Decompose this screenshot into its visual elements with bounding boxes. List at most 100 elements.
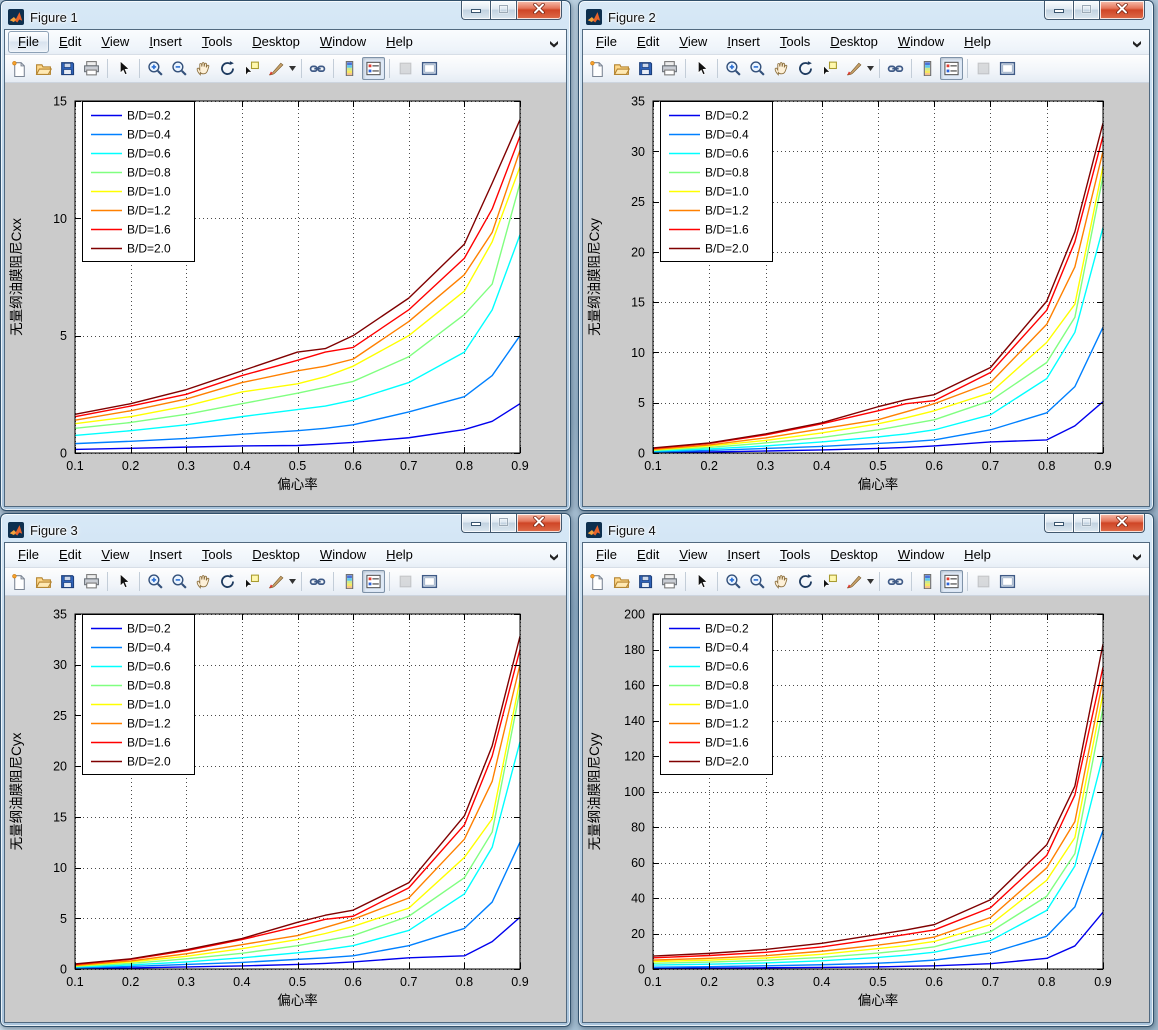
series-line-3[interactable]: [652, 176, 1104, 452]
menu-insert[interactable]: Insert: [727, 547, 760, 562]
legend[interactable]: B/D=0.2 B/D=0.4 B/D=0.6 B/D=0.8 B/D=1.0 B/D=1…: [660, 101, 773, 262]
zoom-out-button[interactable]: [168, 570, 191, 593]
save-figure-button[interactable]: [634, 570, 657, 593]
series-line-1[interactable]: [74, 841, 521, 969]
open-file-button[interactable]: [32, 57, 55, 80]
series-line-1[interactable]: [652, 830, 1104, 968]
series-line-7[interactable]: [652, 644, 1104, 957]
brush-data-button[interactable]: [842, 570, 865, 593]
menu-tools[interactable]: Tools: [201, 34, 233, 49]
show-plot-tools-button[interactable]: [996, 570, 1019, 593]
series-line-7[interactable]: [74, 119, 521, 415]
rotate-3d-button[interactable]: [794, 570, 817, 593]
new-figure-button[interactable]: [586, 570, 609, 593]
open-file-button[interactable]: [32, 570, 55, 593]
menu-window[interactable]: Window: [319, 34, 367, 49]
edit-plot-pointer-button[interactable]: [112, 57, 135, 80]
menu-view[interactable]: View: [101, 34, 130, 49]
titlebar[interactable]: Figure 3: [4, 514, 567, 542]
series-line-2[interactable]: [74, 234, 521, 437]
series-line-1[interactable]: [652, 326, 1104, 453]
menu-tools[interactable]: Tools: [201, 547, 233, 562]
minimize-button[interactable]: [1044, 514, 1073, 533]
data-cursor-button[interactable]: [240, 57, 263, 80]
titlebar[interactable]: Figure 2: [582, 1, 1150, 29]
new-figure-button[interactable]: [586, 57, 609, 80]
series-line-4[interactable]: [652, 166, 1104, 451]
insert-colorbar-button[interactable]: [916, 57, 939, 80]
print-figure-button[interactable]: [658, 57, 681, 80]
minimize-button[interactable]: [461, 1, 490, 20]
maximize-button[interactable]: [490, 1, 517, 20]
link-plot-button[interactable]: [306, 57, 329, 80]
zoom-out-button[interactable]: [746, 57, 769, 80]
menu-window[interactable]: Window: [897, 547, 945, 562]
menu-file[interactable]: File: [8, 31, 49, 53]
edit-plot-pointer-button[interactable]: [690, 570, 713, 593]
menu-desktop[interactable]: Desktop: [830, 34, 878, 49]
close-button[interactable]: [517, 1, 562, 20]
legend[interactable]: B/D=0.2 B/D=0.4 B/D=0.6 B/D=0.8 B/D=1.0 B/D=1…: [82, 614, 195, 775]
insert-legend-button[interactable]: [362, 57, 385, 80]
rotate-3d-button[interactable]: [216, 57, 239, 80]
series-line-5[interactable]: [74, 150, 521, 421]
new-figure-button[interactable]: [8, 570, 31, 593]
menu-view[interactable]: View: [679, 34, 708, 49]
menu-insert[interactable]: Insert: [149, 34, 182, 49]
menu-edit[interactable]: Edit: [58, 547, 82, 562]
data-cursor-button[interactable]: [240, 570, 263, 593]
save-figure-button[interactable]: [56, 57, 79, 80]
pan-button[interactable]: [192, 570, 215, 593]
legend[interactable]: B/D=0.2 B/D=0.4 B/D=0.6 B/D=0.8 B/D=1.0 B/D=1…: [82, 101, 195, 262]
show-plot-tools-button[interactable]: [996, 57, 1019, 80]
minimize-button[interactable]: [1044, 1, 1073, 20]
print-figure-button[interactable]: [80, 570, 103, 593]
menu-tools[interactable]: Tools: [779, 34, 811, 49]
legend[interactable]: B/D=0.2 B/D=0.4 B/D=0.6 B/D=0.8 B/D=1.0 B/D=1…: [660, 614, 773, 775]
data-cursor-button[interactable]: [818, 57, 841, 80]
menu-help[interactable]: Help: [386, 547, 413, 562]
series-line-0[interactable]: [74, 403, 521, 451]
brush-data-button[interactable]: [264, 570, 287, 593]
menubar-overflow-icon[interactable]: [549, 37, 559, 52]
menu-insert[interactable]: Insert: [149, 547, 182, 562]
menubar-overflow-icon[interactable]: [1132, 550, 1142, 565]
data-cursor-button[interactable]: [818, 570, 841, 593]
series-line-5[interactable]: [652, 679, 1104, 961]
menu-insert[interactable]: Insert: [727, 34, 760, 49]
brush-dropdown-icon[interactable]: [288, 57, 297, 80]
menu-edit[interactable]: Edit: [636, 547, 660, 562]
close-button[interactable]: [517, 514, 562, 533]
rotate-3d-button[interactable]: [794, 57, 817, 80]
menu-file[interactable]: File: [18, 547, 39, 562]
brush-data-button[interactable]: [264, 57, 287, 80]
edit-plot-pointer-button[interactable]: [112, 570, 135, 593]
close-button[interactable]: [1100, 1, 1145, 20]
series-line-3[interactable]: [652, 707, 1104, 965]
zoom-in-button[interactable]: [722, 57, 745, 80]
link-plot-button[interactable]: [884, 57, 907, 80]
series-line-5[interactable]: [74, 664, 521, 967]
pan-button[interactable]: [770, 570, 793, 593]
series-line-4[interactable]: [74, 679, 521, 967]
menubar-overflow-icon[interactable]: [1132, 37, 1142, 52]
open-file-button[interactable]: [610, 57, 633, 80]
menu-desktop[interactable]: Desktop: [830, 547, 878, 562]
rotate-3d-button[interactable]: [216, 570, 239, 593]
print-figure-button[interactable]: [80, 57, 103, 80]
insert-colorbar-button[interactable]: [338, 570, 361, 593]
series-line-3[interactable]: [74, 182, 521, 430]
titlebar[interactable]: Figure 4: [582, 514, 1150, 542]
maximize-button[interactable]: [1073, 1, 1100, 20]
menu-tools[interactable]: Tools: [779, 547, 811, 562]
series-line-2[interactable]: [652, 755, 1104, 966]
show-plot-tools-button[interactable]: [418, 57, 441, 80]
series-line-2[interactable]: [74, 741, 521, 968]
menubar-overflow-icon[interactable]: [549, 550, 559, 565]
menu-view[interactable]: View: [679, 547, 708, 562]
close-button[interactable]: [1100, 514, 1145, 533]
series-line-6[interactable]: [652, 136, 1104, 450]
zoom-in-button[interactable]: [144, 570, 167, 593]
series-line-3[interactable]: [74, 689, 521, 968]
menu-desktop[interactable]: Desktop: [252, 547, 300, 562]
